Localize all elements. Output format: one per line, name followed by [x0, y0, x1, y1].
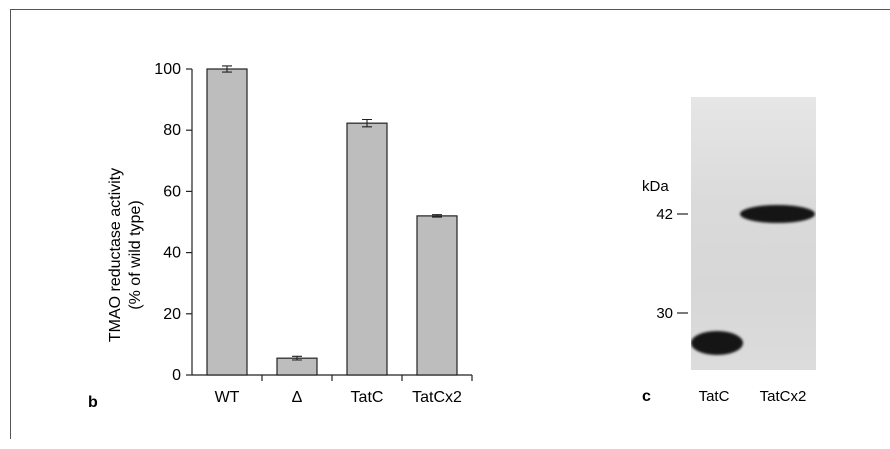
x-tick-label: TatC	[351, 389, 384, 406]
bar	[416, 215, 458, 376]
panel-label-c: c	[642, 388, 651, 405]
y-tick-label: 40	[163, 245, 181, 262]
y-axis-ticks: 0 20 40 60 80 100	[154, 61, 192, 384]
figure-frame-top	[10, 9, 890, 10]
lane-label-tatcx2: TatCx2	[760, 388, 807, 405]
panel-label-b: b	[88, 394, 98, 411]
bar	[206, 68, 248, 376]
blot-band-tatcx2	[740, 205, 815, 223]
figure-frame-left	[10, 9, 11, 439]
y-tick-label: 100	[154, 61, 181, 78]
y-tick-label: 20	[163, 306, 181, 323]
bar-series	[206, 65, 473, 381]
marker-label-42: 42	[656, 206, 673, 223]
error-bar	[362, 118, 372, 128]
blot-band-tatc	[691, 331, 743, 355]
bar	[346, 122, 388, 376]
western-blot-image	[691, 97, 816, 370]
y-tick-label: 60	[163, 183, 181, 200]
x-tick-label: Δ	[292, 389, 303, 406]
kda-label: kDa	[642, 178, 669, 195]
y-axis-title-line2: (% of wild type)	[127, 200, 144, 309]
error-bar	[432, 214, 442, 218]
x-tick-label: TatCx2	[412, 389, 462, 406]
x-tick-label: WT	[215, 389, 240, 406]
y-tick-label: 0	[172, 367, 181, 384]
x-axis-tick-labels: WT Δ TatC TatCx2	[215, 389, 462, 406]
lane-label-tatc: TatC	[699, 388, 730, 405]
y-axis-title-line1: TMAO reductase activity	[107, 168, 124, 342]
error-bar	[222, 65, 232, 73]
error-bar	[292, 355, 302, 361]
y-tick-label: 80	[163, 122, 181, 139]
marker-label-30: 30	[656, 305, 673, 322]
bar	[276, 357, 318, 376]
